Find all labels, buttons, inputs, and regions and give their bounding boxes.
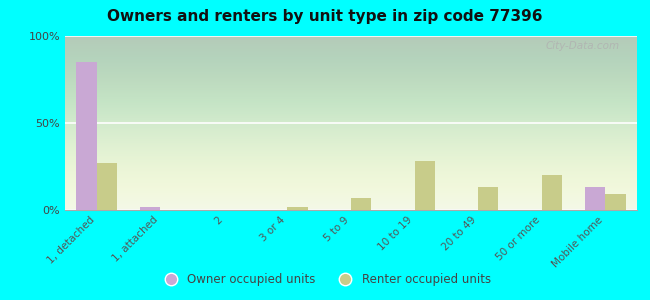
- Bar: [605, 194, 625, 210]
- Bar: [351, 198, 371, 210]
- Bar: [77, 62, 97, 210]
- Bar: [585, 188, 605, 210]
- Bar: [478, 188, 499, 210]
- Bar: [541, 175, 562, 210]
- Bar: [287, 206, 308, 210]
- Legend: Owner occupied units, Renter occupied units: Owner occupied units, Renter occupied un…: [154, 269, 496, 291]
- Bar: [415, 161, 435, 210]
- Bar: [97, 163, 117, 210]
- Text: City-Data.com: City-Data.com: [546, 41, 620, 51]
- Bar: [140, 206, 161, 210]
- Text: Owners and renters by unit type in zip code 77396: Owners and renters by unit type in zip c…: [107, 9, 543, 24]
